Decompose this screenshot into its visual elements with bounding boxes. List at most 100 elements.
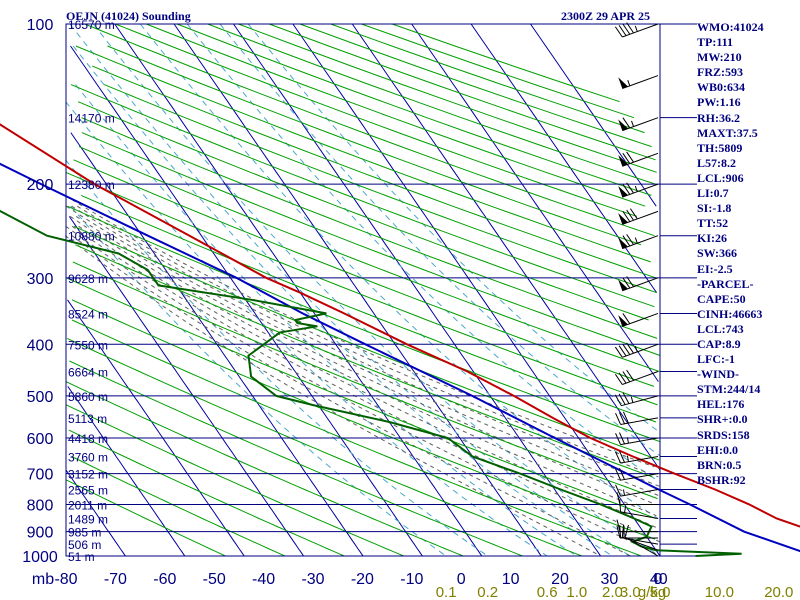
index-item: CAPE:50 xyxy=(697,291,746,306)
mixing-ratio-label: 20.0 xyxy=(764,584,793,600)
moist-adiabat-lines xyxy=(64,194,661,557)
barb-flag xyxy=(626,342,634,354)
barb-flag xyxy=(618,393,626,405)
pressure-label: 100 xyxy=(27,17,54,34)
barb-halfflag xyxy=(634,346,638,352)
barb-staff xyxy=(620,473,659,481)
barb-staff xyxy=(622,277,659,292)
dry-adiabat-line xyxy=(78,146,660,372)
moist-adiabat-line xyxy=(78,225,661,530)
barb-halfflag xyxy=(626,437,629,444)
height-label: 12380 m xyxy=(68,178,115,192)
mixing-ratio-line xyxy=(65,159,488,557)
wind-barb xyxy=(615,450,659,464)
barb-flag xyxy=(622,235,631,247)
index-item: CAP:8.9 xyxy=(697,336,741,351)
isotherm-line xyxy=(67,386,186,557)
barb-flag xyxy=(619,432,625,445)
pressure-unit-label: mb xyxy=(32,571,54,588)
index-item: FRZ:593 xyxy=(697,65,743,80)
wind-barb xyxy=(618,276,659,292)
wind-barb xyxy=(618,312,659,327)
barb-staff xyxy=(622,210,659,225)
dry-adiabat-line xyxy=(75,45,651,263)
index-item: -PARCEL- xyxy=(697,276,754,291)
index-item: MW:210 xyxy=(697,50,742,65)
dry-adiabat-line xyxy=(66,479,226,557)
height-label: 7550 m xyxy=(68,338,108,352)
mixing-ratio-label: 0.1 xyxy=(436,584,457,600)
barb-flag xyxy=(614,394,622,406)
barb-flag xyxy=(622,183,631,195)
dry-adiabat-line xyxy=(392,23,620,103)
barb-flag xyxy=(622,313,631,324)
temperature-tick-label: 0 xyxy=(457,571,466,588)
dry-adiabat-line xyxy=(361,23,635,119)
mixing-ratio-label: 0.6 xyxy=(537,584,558,600)
mixing-ratio-label: 1.0 xyxy=(566,584,587,600)
mixing-ratio-lines xyxy=(65,23,662,557)
index-item: SRDS:158 xyxy=(697,427,750,442)
temperature-tick-label: -30 xyxy=(301,571,324,588)
wind-barb xyxy=(615,484,659,497)
barb-flag xyxy=(615,451,622,464)
height-label: 3760 m xyxy=(68,450,108,464)
index-item: L57:8.2 xyxy=(697,155,736,170)
wind-barb xyxy=(616,525,658,539)
index-item: TT:52 xyxy=(697,216,729,231)
temperature-tick-label: -50 xyxy=(203,571,226,588)
barb-halfflag xyxy=(631,120,635,127)
indices-panel: WMO:41024 TP:111 MW:210 FRZ:593 WB0:634 PW:1.… xyxy=(697,20,797,488)
barb-halfflag xyxy=(624,506,627,513)
barb-flag xyxy=(614,373,623,385)
dry-adiabat-line xyxy=(66,337,583,557)
wind-barb xyxy=(618,75,659,90)
dewpoint-trace xyxy=(0,209,742,557)
barb-flag xyxy=(616,525,621,539)
barb-halfflag xyxy=(634,237,638,244)
station-title: OEJN (41024) Sounding xyxy=(66,9,191,23)
dry-adiabat-line xyxy=(330,23,645,134)
index-item: LCL:743 xyxy=(697,321,744,336)
isotherm-line xyxy=(65,470,126,557)
mixing-ratio-label: 5.0 xyxy=(650,584,671,600)
barb-halfflag xyxy=(634,185,638,192)
barb-flag xyxy=(622,392,630,404)
index-item: MAXT:37.5 xyxy=(697,125,758,140)
isotherm-lines xyxy=(65,23,661,557)
barb-flag xyxy=(615,484,622,497)
dry-adiabat-line xyxy=(77,101,649,321)
barb-flag xyxy=(619,499,622,512)
barb-staff xyxy=(620,417,659,425)
barb-staff xyxy=(622,312,659,327)
dry-adiabat-line xyxy=(107,45,642,246)
dry-adiabat-line xyxy=(92,65,656,279)
temperature-tick-label: -10 xyxy=(400,571,423,588)
moist-adiabat-line xyxy=(71,235,631,557)
moist-adiabat-line xyxy=(75,215,656,505)
barb-flag xyxy=(626,209,634,221)
barb-staff xyxy=(621,395,659,407)
wind-barb xyxy=(615,467,659,481)
dry-adiabat-line xyxy=(69,360,523,557)
height-label: 2565 m xyxy=(68,484,108,498)
wind-barb xyxy=(618,234,659,250)
barb-staff xyxy=(620,511,659,519)
index-item: EHI:0.0 xyxy=(697,442,739,457)
height-label: 8524 m xyxy=(68,307,108,321)
barb-flag xyxy=(622,411,629,424)
dry-adiabat-line xyxy=(71,299,656,540)
index-item: WB0:634 xyxy=(697,80,745,95)
pressure-label: 900 xyxy=(27,525,54,542)
barb-staff xyxy=(622,183,659,198)
index-item: -WIND- xyxy=(697,367,739,382)
wind-barb xyxy=(615,432,659,446)
barb-staff xyxy=(620,537,659,545)
height-label: 16570 m xyxy=(68,18,115,32)
mixing-ratio-label: 0.2 xyxy=(477,584,498,600)
index-item: WMO:41024 xyxy=(697,20,764,34)
mixing-ratio-label: 3.0 xyxy=(620,584,641,600)
barb-pennant xyxy=(618,279,628,291)
height-label: 4418 m xyxy=(68,432,108,446)
height-label: 2011 m xyxy=(68,498,107,512)
